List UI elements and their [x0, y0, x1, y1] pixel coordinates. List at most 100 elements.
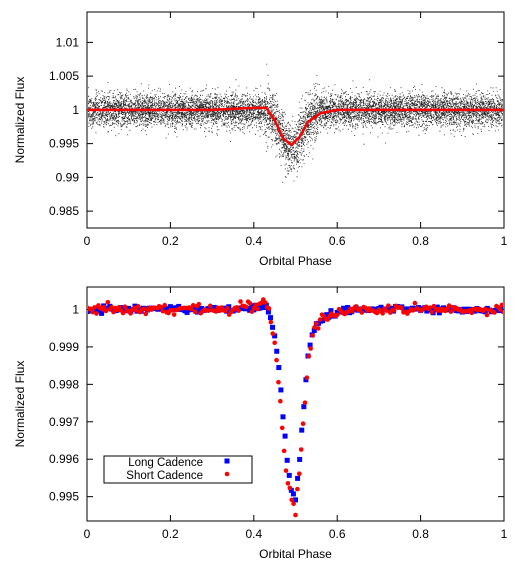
short-cadence-point	[101, 304, 107, 310]
legend-label-long-cadence: Long Cadence	[128, 457, 203, 469]
x-tick-label: 0.8	[412, 527, 429, 541]
short-cadence-point	[196, 301, 202, 307]
short-cadence-point	[158, 304, 164, 310]
long-cadence-point	[286, 472, 292, 478]
short-cadence-point	[207, 303, 213, 309]
short-cadence-point	[105, 299, 111, 305]
long-cadence-point	[345, 305, 351, 311]
short-cadence-point	[317, 317, 323, 322]
short-cadence-point	[160, 308, 166, 314]
y-tick-label: 0.996	[49, 452, 79, 466]
short-cadence-point	[429, 309, 435, 315]
short-cadence-point	[410, 308, 416, 313]
short-cadence-point	[283, 468, 289, 473]
long-cadence-point	[311, 327, 317, 333]
short-cadence-point	[268, 319, 274, 325]
y-tick-label: 0.999	[49, 340, 79, 354]
y-tick-label: 0.998	[49, 377, 79, 391]
long-cadence-point	[257, 305, 263, 311]
short-cadence-point	[270, 331, 276, 336]
long-cadence-point	[482, 309, 488, 315]
y-axis-label: Normalized Flux	[13, 361, 27, 448]
short-cadence-point	[238, 299, 243, 304]
short-cadence-point	[306, 353, 312, 359]
long-cadence-point	[290, 491, 296, 497]
plot-frame	[86, 286, 505, 522]
legend-label-short-cadence: Short Cadence	[126, 470, 203, 482]
short-cadence-point	[135, 304, 141, 309]
short-cadence-point	[188, 306, 194, 312]
raw-flux-points	[88, 63, 503, 183]
long-cadence-point	[192, 305, 198, 311]
short-cadence-point	[192, 309, 198, 315]
x-tick-label: 1	[501, 234, 508, 248]
raw-flux-dots	[88, 63, 503, 183]
long-cadence-point	[167, 304, 173, 310]
long-cadence-point	[97, 308, 103, 314]
short-cadence-point	[122, 304, 128, 310]
short-cadence-point	[308, 346, 313, 351]
short-cadence-series	[88, 297, 503, 518]
long-cadence-point	[274, 348, 280, 354]
y-tick-label: 0.99	[56, 170, 80, 184]
long-cadence-point	[99, 310, 105, 316]
long-cadence-point	[276, 365, 282, 371]
long-cadence-point	[288, 487, 294, 493]
short-cadence-point	[253, 302, 258, 308]
y-axis-label: Normalized Flux	[13, 77, 27, 164]
x-tick-label: 1	[501, 527, 508, 541]
long-cadence-point	[328, 308, 334, 314]
y-tick-label: 0.997	[49, 415, 79, 429]
short-cadence-point	[448, 309, 454, 314]
short-cadence-point	[399, 305, 404, 311]
x-tick-label: 0.8	[412, 234, 429, 248]
long-cadence-point	[195, 309, 201, 315]
short-cadence-point	[190, 303, 196, 308]
short-cadence-point	[103, 308, 109, 314]
x-tick-label: 0.4	[245, 234, 262, 248]
y-tick-label: 0.995	[49, 490, 79, 504]
long-cadence-point	[293, 497, 298, 503]
short-cadence-point	[296, 471, 302, 477]
long-cadence-point	[320, 318, 326, 324]
short-cadence-point	[285, 481, 291, 486]
short-cadence-point	[312, 325, 317, 330]
short-cadence-point	[304, 375, 310, 380]
x-tick-label: 0.6	[329, 234, 346, 248]
short-cadence-point	[141, 306, 147, 311]
long-cadence-point	[301, 404, 307, 410]
short-cadence-point	[171, 312, 177, 317]
short-cadence-point	[484, 312, 490, 318]
short-cadence-point	[162, 302, 168, 308]
x-tick-label: 0	[84, 527, 91, 541]
short-cadence-point	[492, 310, 497, 315]
short-cadence-point	[501, 310, 503, 315]
long-cadence-point	[436, 310, 442, 316]
short-cadence-point	[325, 317, 331, 322]
short-cadence-point	[213, 309, 219, 314]
short-cadence-point	[497, 307, 503, 312]
short-cadence-point	[446, 303, 452, 308]
short-cadence-point	[427, 305, 433, 311]
short-cadence-point	[302, 400, 308, 405]
short-cadence-point	[92, 305, 97, 310]
short-cadence-point	[391, 308, 397, 313]
long-cadence-point	[184, 309, 190, 315]
short-cadence-point	[295, 486, 300, 492]
short-cadence-point	[359, 310, 365, 315]
long-cadence-point	[211, 304, 217, 310]
short-cadence-point	[143, 311, 149, 317]
short-cadence-point	[357, 306, 363, 312]
short-cadence-point	[386, 303, 391, 308]
short-cadence-point	[287, 485, 293, 491]
long-cadence-point	[295, 475, 301, 481]
long-cadence-point	[297, 456, 303, 462]
long-cadence-point	[272, 333, 278, 339]
short-cadence-point	[293, 512, 298, 518]
short-cadence-point	[247, 301, 253, 306]
long-cadence-point	[280, 414, 286, 420]
long-cadence-point	[265, 309, 271, 315]
long-cadence-point	[278, 387, 284, 393]
